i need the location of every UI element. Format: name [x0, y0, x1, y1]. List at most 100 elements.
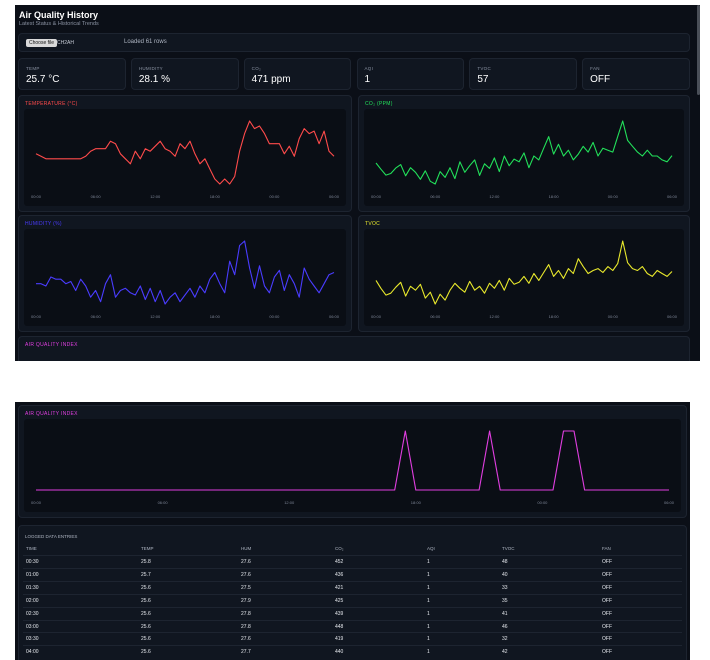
table-cell: 1 [427, 559, 430, 565]
x-tick-label: 06:00 [430, 314, 441, 319]
table-cell: 1 [427, 649, 430, 656]
plot-background [24, 229, 346, 326]
x-tick-label: 18:00 [210, 194, 221, 199]
table-cell: 25.6 [141, 623, 151, 630]
x-tick-label: 06:00 [91, 194, 102, 199]
table-cell: 25.6 [141, 610, 151, 617]
stat-card: CO₂ 471 ppm [243, 58, 352, 90]
x-tick-label: 12:00 [150, 194, 161, 199]
row-divider [23, 645, 682, 647]
table-cell: 1 [427, 571, 430, 578]
chart-title: AIR QUALITY INDEX [25, 342, 78, 348]
plot-background [24, 419, 681, 512]
stat-value: 57 [477, 74, 489, 85]
table-cell: 27.6 [241, 559, 251, 565]
table-cell: 42 [502, 649, 508, 656]
x-tick-label: 00:00 [608, 314, 619, 319]
stat-value: 25.7 °C [26, 74, 60, 85]
x-tick-label: 12:00 [489, 194, 500, 199]
table-cell: 46 [502, 623, 508, 630]
stat-label: CO₂ [251, 66, 262, 71]
chart-card: HUMIDITY (%) 00:00 06:00 12:00 18:00 00:00 06:… [18, 215, 352, 332]
table-title: LOGGED DATA ENTRIES [25, 534, 78, 539]
table-cell: 1 [427, 623, 430, 630]
chart-card: TEMPERATURE (°C) 00:00 06:00 12:00 18:00 00:0… [18, 95, 352, 212]
stat-card: FAN OFF [582, 58, 690, 90]
x-tick-label: 00:00 [371, 314, 382, 319]
x-tick-label: 00:00 [371, 194, 382, 199]
chart-card: AIR QUALITY INDEX [18, 336, 690, 361]
plot-background [24, 109, 346, 206]
file-name: CH2AH [57, 40, 74, 46]
table-cell: 02:30 [26, 610, 39, 617]
plot-background [364, 229, 684, 326]
x-tick-label: 00:00 [269, 194, 280, 199]
table-cell: 25.6 [141, 584, 151, 591]
x-tick-label: 00:00 [608, 194, 619, 199]
chart-card: TVOC 00:00 06:00 12:00 18:00 00:00 06:00 [358, 215, 690, 332]
table-cell: OFF [602, 623, 612, 630]
file-button[interactable]: Choose file [26, 39, 58, 47]
table-cell: 1 [427, 610, 430, 617]
stat-value: 28.1 % [138, 74, 170, 85]
x-tick-label: 18:00 [549, 314, 560, 319]
stat-value: 1 [364, 74, 371, 85]
stat-card: TVOC 57 [469, 58, 578, 90]
data-line [35, 120, 335, 185]
stat-label: TEMP [26, 66, 40, 71]
table-cell: 48 [502, 559, 508, 565]
table-cell: 27.9 [241, 597, 251, 604]
column-header: TVOC [502, 546, 515, 551]
chart-card: CO₂ (PPM) 00:00 06:00 12:00 18:00 00:00 06:00 [358, 95, 690, 212]
x-tick-label: 06:00 [329, 194, 340, 199]
table-cell: 27.7 [241, 649, 251, 656]
x-tick-label: 12:00 [150, 314, 161, 319]
table-cell: 04:00 [26, 649, 39, 656]
plot-background [364, 109, 684, 206]
x-tick-label: 00:00 [31, 500, 42, 505]
table-cell: OFF [602, 649, 612, 656]
row-divider [23, 555, 682, 556]
table-cell: 35 [502, 597, 508, 604]
x-tick-label: 06:00 [667, 194, 678, 199]
table-cell: 421 [335, 584, 344, 591]
data-line [375, 240, 673, 305]
table-cell: OFF [602, 559, 612, 565]
page-subtitle: Latest Status & Historical Trends [19, 21, 99, 27]
data-line [36, 430, 669, 491]
table-cell: OFF [602, 610, 612, 617]
row-divider [23, 619, 682, 621]
table-cell: 27.6 [241, 636, 251, 643]
x-tick-label: 06:00 [158, 500, 169, 505]
x-tick-label: 18:00 [411, 500, 422, 505]
screenshot-bottom: AIR QUALITY INDEX 00:00 06:00 12:00 18:00 00:… [15, 402, 690, 660]
x-tick-label: 06:00 [430, 194, 441, 199]
column-header: HUM [241, 546, 252, 551]
table-cell: 27.8 [241, 610, 251, 617]
table-cell: 439 [335, 610, 344, 617]
table-cell: 25.6 [141, 649, 151, 656]
stat-card: AQI 1 [356, 58, 465, 90]
table-cell: OFF [602, 597, 612, 604]
x-tick-label: 06:00 [329, 314, 340, 319]
table-cell: 25.8 [141, 559, 151, 565]
stat-label: HUMIDITY [138, 66, 163, 71]
load-status: Loaded 61 rows [124, 39, 167, 45]
scrollbar[interactable] [697, 5, 700, 95]
chart-plot: 00:00 06:00 12:00 18:00 00:00 06:00 [364, 229, 684, 326]
table-cell: 425 [335, 597, 344, 604]
stat-card: TEMP 25.7 °C [18, 58, 126, 90]
table-cell: 25.7 [141, 571, 151, 578]
table-cell: 02:00 [26, 597, 39, 604]
row-divider [23, 632, 682, 634]
column-header: CO₂ [335, 546, 344, 551]
table-cell: 452 [335, 559, 344, 565]
x-tick-label: 18:00 [210, 314, 221, 319]
table-cell: 27.6 [241, 571, 251, 578]
file-bar: Choose file CH2AH Loaded 61 rows [18, 33, 690, 52]
table-cell: 440 [335, 649, 344, 656]
page-title: Air Quality History [19, 10, 99, 20]
table-cell: 00:30 [26, 559, 39, 565]
chart-plot: 00:00 06:00 12:00 18:00 00:00 06:00 [24, 229, 346, 326]
